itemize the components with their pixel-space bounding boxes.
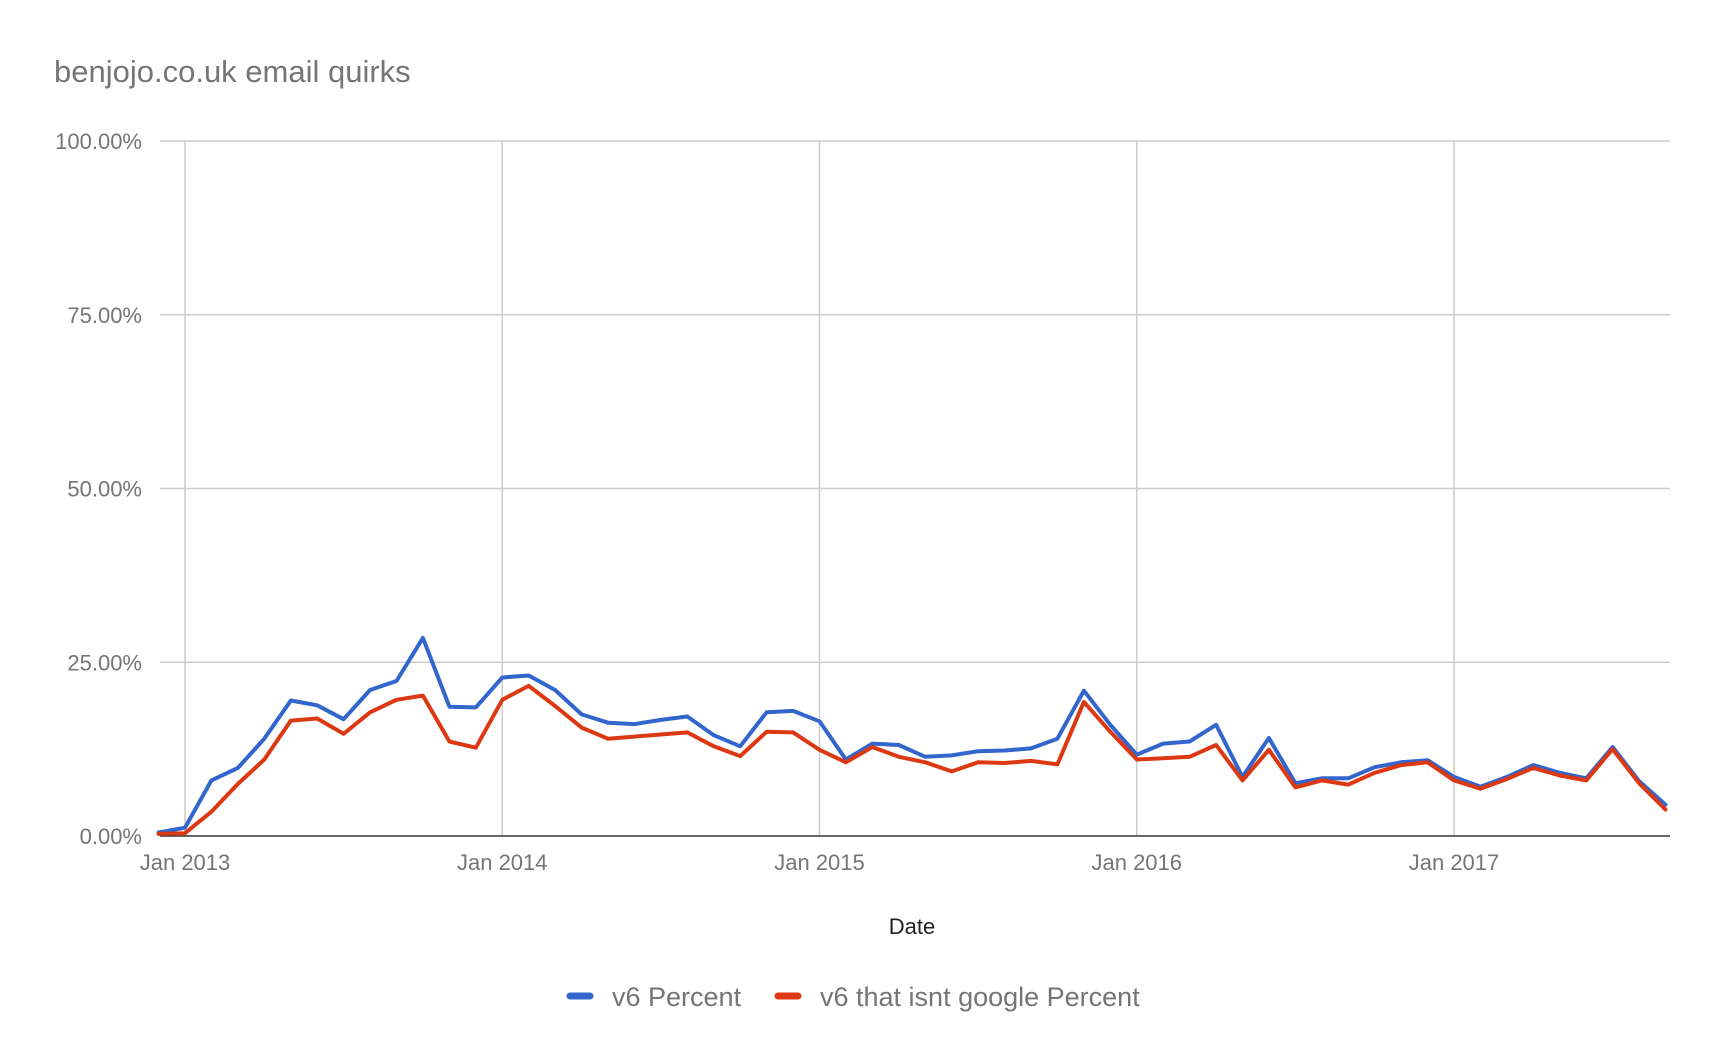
x-tick-label: Jan 2016 [1091,850,1182,875]
series-line-1 [156,635,1668,835]
y-tick-label: 25.00% [67,650,142,675]
legend-label-2: v6 that isnt google Percent [820,982,1140,1012]
chart-title: benjojo.co.uk email quirks [54,54,411,89]
x-tick-label: Jan 2014 [457,850,548,875]
x-axis-title: Date [889,914,935,939]
x-tick-label: Jan 2017 [1409,850,1500,875]
x-tick-label: Jan 2013 [140,850,231,875]
axis-labels: 0.00% 25.00% 50.00% 75.00% 100.00% Jan 2013 Ja… [55,129,1499,875]
x-tick-label: Jan 2015 [774,850,865,875]
y-tick-label: 0.00% [80,824,142,849]
series-line-2 [156,683,1668,836]
y-tick-label: 50.00% [67,477,142,502]
y-tick-label: 75.00% [67,303,142,328]
y-tick-label: 100.00% [55,129,142,154]
gridlines [160,140,1670,837]
legend-label-1: v6 Percent [612,982,742,1012]
series-lines [156,635,1668,836]
legend: v6 Percent v6 that isnt google Percent [566,982,1140,1012]
